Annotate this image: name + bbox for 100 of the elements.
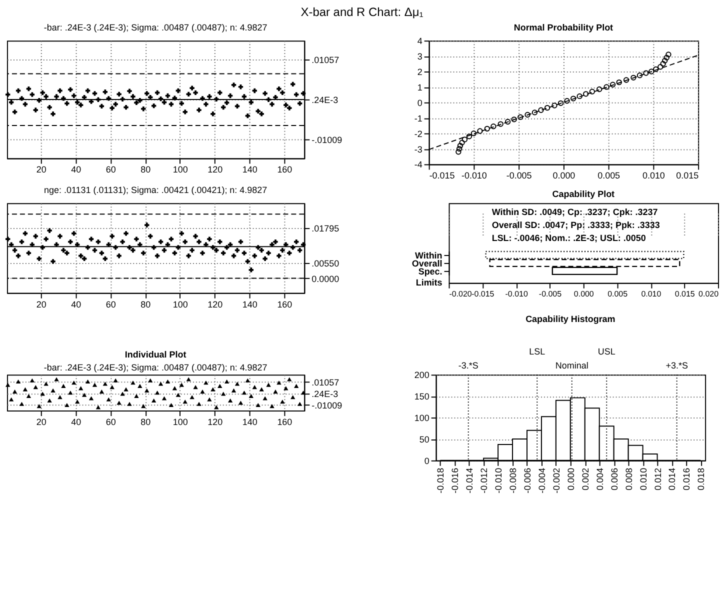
y-tick-label: .00550 — [312, 258, 340, 268]
x-tick-label: -0.006 — [522, 468, 532, 494]
y-tick-label: -1 — [414, 113, 422, 124]
x-tick-label: 0.000 — [552, 170, 576, 181]
x-tick-label: -0.018 — [436, 468, 446, 494]
x-tick-label: 100 — [172, 164, 188, 175]
x-tick-label: 0.005 — [598, 170, 620, 181]
chart-title: Capability Plot — [552, 189, 615, 200]
x-tick-label: 160 — [277, 299, 292, 310]
x-tick-label: 0.018 — [696, 468, 706, 490]
text: Overall SD: .0047; Pp: .3333; Ppk: .3333 — [492, 220, 660, 230]
y-tick-label: 50 — [419, 434, 430, 444]
y-tick-label: -4 — [414, 160, 422, 170]
x-tick-label: 140 — [242, 417, 258, 428]
text: X-bar and R Chart: Δμ₁ — [300, 5, 424, 20]
x-tick-label: -0.015 — [429, 170, 455, 181]
x-tick-label: -0.016 — [450, 468, 460, 494]
x-tick-label: 100 — [172, 299, 188, 310]
x-tick-label: 0.020 — [698, 289, 720, 298]
x-tick-label: 120 — [208, 417, 223, 428]
x-tick-label: 40 — [71, 299, 82, 310]
x-tick-label: 60 — [106, 299, 116, 310]
x-tick-label: 0.005 — [608, 289, 628, 298]
y-tick-label: 0 — [424, 456, 430, 466]
y-tick-label: Within — [414, 250, 442, 260]
y-tick-label: Spec. Limits — [416, 266, 442, 288]
x-tick-label: -0.005 — [506, 170, 532, 181]
y-tick-label: .01057 — [312, 55, 340, 66]
text: Within SD: .0049; Cp: .3237; Cpk: .3237 — [492, 207, 658, 218]
x-tick-label: 0.000 — [566, 468, 576, 490]
ref-line-label: USL — [598, 346, 616, 357]
y-tick-label: -3 — [414, 144, 422, 154]
chart-subtitle: nge: .01131 (.01131); Sigma: .00421 (.00421); n: 4.9827 — [44, 185, 268, 196]
x-tick-label: 0.008 — [624, 468, 634, 490]
ref-line-label: LSL — [529, 346, 546, 357]
y-tick-label: Overall — [412, 258, 442, 268]
x-tick-label: 0.016 — [682, 468, 692, 490]
ref-line-label: +3.*S — [666, 360, 688, 371]
y-tick-label: 2 — [417, 66, 422, 77]
y-tick-label: -.01009 — [312, 134, 342, 145]
x-tick-label: 140 — [242, 164, 258, 175]
x-tick-label: 0.015 — [674, 289, 696, 298]
x-tick-label: -0.014 — [464, 468, 475, 494]
x-tick-label: -0.010 — [461, 170, 487, 181]
x-tick-label: -0.004 — [536, 468, 547, 494]
x-tick-label: 140 — [242, 299, 258, 310]
x-tick-label: 120 — [208, 299, 223, 310]
y-tick-label: 0.0000 — [312, 274, 340, 284]
x-tick-label: 100 — [172, 417, 188, 428]
x-tick-label: 80 — [140, 164, 151, 175]
y-tick-label: .24E-3 — [312, 389, 338, 399]
x-tick-label: 0.000 — [574, 289, 594, 298]
x-tick-label: 20 — [36, 417, 46, 428]
x-tick-label: -0.012 — [479, 468, 490, 494]
x-tick-label: 0.010 — [638, 468, 648, 490]
x-tick-label: -0.020 — [449, 289, 472, 298]
x-tick-label: 80 — [140, 299, 151, 310]
x-tick-label: 40 — [71, 164, 82, 175]
x-tick-label: 120 — [208, 164, 223, 175]
x-tick-label: 160 — [277, 164, 292, 175]
y-tick-label: 200 — [414, 370, 430, 380]
chart-title: Individual Plot — [124, 350, 186, 360]
chart-subtitle: -bar: .24E-3 (.24E-3); Sigma: .00487 (.00487); n: 4.9827 — [44, 22, 268, 33]
x-tick-label: 40 — [71, 417, 82, 428]
y-tick-label: 4 — [417, 36, 422, 46]
x-tick-label: 0.002 — [580, 468, 590, 490]
y-tick-label: .24E-3 — [312, 94, 338, 105]
x-tick-label: 0.010 — [642, 170, 665, 181]
x-tick-label: 0.006 — [609, 468, 620, 490]
x-tick-label: 0.012 — [652, 468, 663, 490]
x-tick-label: 0.015 — [676, 170, 699, 181]
chart-title: Capability Histogram — [526, 314, 616, 324]
text: LSL: -.0046; Nom.: .2E-3; USL: .0050 — [492, 233, 646, 244]
x-tick-label: 0.014 — [667, 468, 678, 490]
x-tick-label: -0.005 — [538, 289, 562, 298]
x-tick-label: -0.008 — [508, 468, 518, 494]
ref-line-label: -3.*S — [458, 360, 478, 371]
y-tick-label: 3 — [417, 52, 422, 62]
x-tick-label: 0.004 — [594, 468, 605, 490]
y-tick-label: 0 — [417, 98, 422, 108]
x-tick-label: 60 — [106, 417, 116, 428]
chart-title: Normal Probability Plot — [514, 22, 614, 33]
x-tick-label: 0.010 — [641, 289, 662, 298]
x-tick-label: 60 — [106, 164, 116, 175]
x-tick-label: -0.010 — [494, 468, 504, 494]
ref-line-label: Nominal — [555, 360, 588, 371]
x-tick-label: 160 — [277, 417, 292, 428]
x-tick-label: -0.015 — [472, 289, 495, 298]
y-tick-label: 150 — [414, 392, 430, 402]
x-tick-label: 80 — [140, 417, 151, 428]
chart-subtitle: -bar: .24E-3 (.24E-3); Sigma: .00487 (.00487); n: 4.9827 — [44, 362, 268, 373]
y-tick-label: -2 — [414, 128, 422, 139]
x-tick-label: -0.002 — [551, 468, 562, 494]
x-tick-label: -0.010 — [505, 289, 528, 298]
x-tick-label: 20 — [36, 299, 46, 310]
y-tick-label: .01795 — [312, 223, 340, 234]
y-tick-label: .01057 — [312, 377, 340, 388]
y-tick-label: -.01009 — [312, 400, 342, 411]
y-tick-label: 1 — [417, 82, 422, 92]
x-tick-label: 20 — [36, 164, 46, 175]
